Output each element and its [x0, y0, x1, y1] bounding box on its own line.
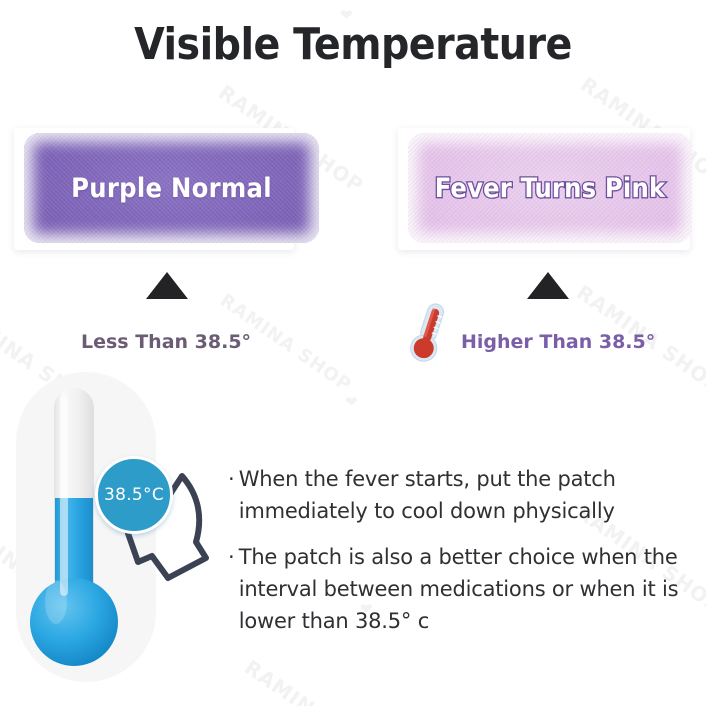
normal-range-label: Less Than 38.5° — [81, 331, 252, 353]
normal-pointer-triangle-up-icon — [146, 272, 188, 299]
heart-decoration-icon: ❤ — [345, 393, 358, 411]
list-item: · The patch is also a better choice when… — [228, 541, 696, 637]
instructions-list: · When the fever starts, put the patch i… — [228, 463, 696, 651]
fever-patch-swatch: Fever Turns Pink — [408, 133, 692, 243]
instruction-text: The patch is also a better choice when t… — [238, 545, 679, 633]
instruction-text: When the fever starts, put the patch imm… — [238, 467, 616, 523]
watermark: RAMINA SHOP — [240, 655, 394, 706]
patch-weave-texture — [24, 133, 319, 243]
list-item: · When the fever starts, put the patch i… — [228, 463, 696, 527]
fever-range-label: Higher Than 38.5° — [461, 331, 656, 353]
temperature-badge-value: 38.5°C — [103, 485, 165, 505]
thermometer-icon-svg — [410, 303, 445, 362]
normal-patch-label: Purple Normal — [71, 172, 272, 204]
bullet-marker: · — [228, 545, 235, 569]
patch-weave-texture — [408, 133, 692, 243]
fever-pointer-triangle-up-icon — [527, 272, 569, 299]
thermometer-icon — [405, 299, 453, 372]
thermometer-illustration — [30, 388, 118, 666]
temperature-badge: 38.5°C — [95, 456, 173, 534]
fever-patch-label: Fever Turns Pink — [433, 171, 666, 205]
bullet-marker: · — [228, 467, 235, 491]
normal-patch-swatch: Purple Normal — [24, 133, 319, 243]
page-title: Visible Temperature — [134, 19, 572, 70]
